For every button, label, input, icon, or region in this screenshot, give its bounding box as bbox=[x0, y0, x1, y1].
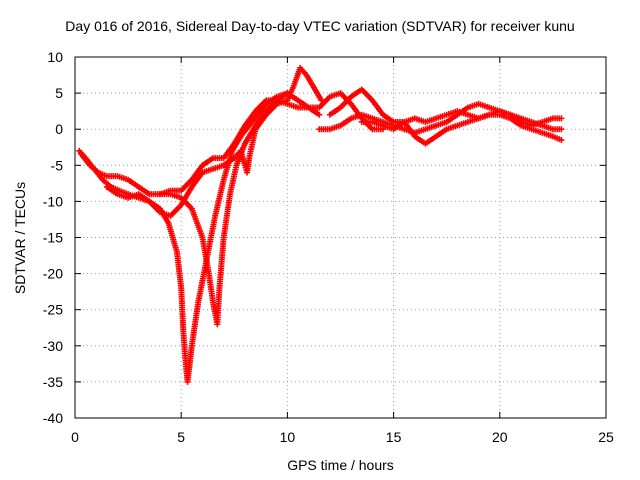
series-track-3 bbox=[103, 64, 325, 219]
y-tick-label: -20 bbox=[43, 266, 63, 282]
y-tick-label: 10 bbox=[47, 49, 63, 65]
x-tick-label: 20 bbox=[492, 429, 508, 445]
y-tick-label: -10 bbox=[43, 193, 63, 209]
y-tick-label: 5 bbox=[55, 85, 63, 101]
plot-frame bbox=[74, 56, 607, 419]
data-point bbox=[316, 111, 323, 118]
y-tick-label: 0 bbox=[55, 121, 63, 137]
y-tick-label: -15 bbox=[43, 230, 63, 246]
y-tick-label: -30 bbox=[43, 338, 63, 354]
x-axis-label: GPS time / hours bbox=[287, 457, 394, 473]
x-tick-label: 25 bbox=[598, 429, 614, 445]
series-track-7 bbox=[358, 108, 565, 133]
series-track-4 bbox=[156, 90, 386, 198]
chart-title: Day 016 of 2016, Sidereal Day-to-day VTE… bbox=[65, 18, 575, 34]
x-tick-label: 0 bbox=[71, 429, 79, 445]
axis-ticks: 0 5 10 15 20 25 -40 -35 -30 -25 -20 -15 -10 -5 0 5 10 bbox=[43, 49, 614, 445]
data-point bbox=[558, 126, 565, 133]
data-point bbox=[558, 115, 565, 122]
data-point bbox=[558, 137, 565, 144]
x-tick-label: 10 bbox=[280, 429, 296, 445]
x-tick-label: 15 bbox=[386, 429, 402, 445]
y-tick-label: -5 bbox=[51, 157, 64, 173]
y-axis-label: SDTVAR / TECUs bbox=[12, 181, 28, 295]
y-tick-label: -35 bbox=[43, 374, 63, 390]
x-tick-label: 5 bbox=[177, 429, 185, 445]
y-tick-label: -25 bbox=[43, 302, 63, 318]
y-tick-label: -40 bbox=[43, 410, 63, 426]
grid bbox=[75, 57, 606, 418]
data-series bbox=[76, 64, 565, 385]
